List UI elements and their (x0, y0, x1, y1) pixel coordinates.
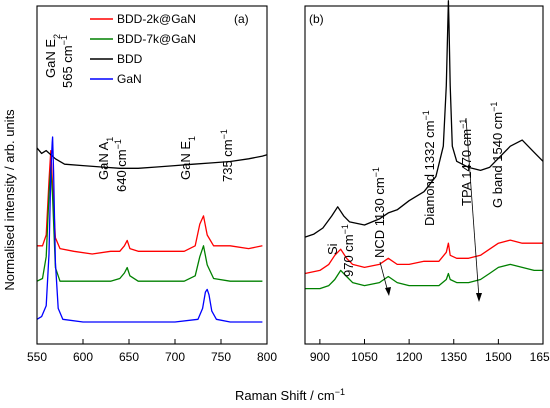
panel-b-plot-area (304, 0, 544, 290)
arrow-ncd-head (385, 287, 391, 296)
y-axis-label: Normalised intensity / arb. units (2, 109, 17, 291)
annotation-gan-a1: GaN A1 (96, 137, 115, 180)
panel-a-frame (36, 5, 268, 345)
x-tick-label-b-1500: 1500 (485, 350, 512, 364)
x-tick-label-a-750: 750 (211, 350, 231, 364)
x-tick-label-a-700: 700 (165, 350, 185, 364)
annotation-640: 640 cm−1 (113, 139, 129, 192)
panel-b: 90010501200135015001650 (b) Si 970 cm−1 … (304, 0, 550, 364)
x-tick-label-a-600: 600 (73, 350, 93, 364)
panel-b-label: (b) (309, 12, 324, 26)
annotation-970: 970 cm−1 (340, 224, 356, 277)
x-tick-label-a-650: 650 (119, 350, 139, 364)
series-line-a-bdd-7k-gan (36, 166, 263, 282)
x-axis-label: Raman Shift / cm−1 (235, 387, 345, 403)
series-line-b-bdd-7k-gan (305, 263, 543, 290)
x-tick-label-a-800: 800 (257, 350, 277, 364)
panel-b-x-ticks: 900 1050 1200 1350 1500 1650 (310, 339, 550, 364)
panel-b-frame (304, 5, 544, 345)
annotation-gan-e2: GaN E2 (43, 34, 62, 78)
annotation-565: 565 cm−1 (59, 35, 75, 88)
annotation-735: 735 cm−1 (219, 129, 235, 182)
legend-label-bdd: BDD (117, 52, 143, 66)
panel-a-x-ticks: 550 600 650 700 750 800 (27, 339, 277, 364)
annotation-diamond: Diamond 1332 cm−1 (421, 110, 437, 226)
x-tick-label-b-1050: 1050 (351, 350, 378, 364)
series-line-a-bdd (36, 147, 268, 169)
legend: BDD-2k@GaN (a) BDD-7k@GaN BDD GaN (90, 12, 249, 86)
arrow-ncd (379, 261, 389, 293)
legend-label-gan: GaN (117, 72, 142, 86)
arrow-tpa-head (476, 293, 482, 302)
panel-a-label: (a) (234, 12, 249, 26)
annotation-tpa: TPA 1470 cm−1 (458, 119, 474, 206)
annotation-si: Si (325, 243, 340, 255)
legend-label-bdd-7k: BDD-7k@GaN (117, 32, 196, 46)
series-line-a-gan (36, 136, 263, 323)
x-tick-label-b-1650: 1650 (530, 350, 550, 364)
x-tick-label-b-1200: 1200 (396, 350, 423, 364)
x-tick-label-b-1350: 1350 (440, 350, 467, 364)
x-tick-label-a-550: 550 (27, 350, 47, 364)
panel-a-plot-area (36, 136, 268, 323)
panel-a: 550 600 650 700 750 800 BDD-2k@GaN (a) BDD-7k… (27, 5, 277, 364)
series-line-b-bdd (304, 0, 544, 238)
x-tick-label-b-900: 900 (310, 350, 330, 364)
annotation-gan-e1: GaN E1 (178, 136, 197, 180)
annotation-ncd: NCD 1130 cm−1 (371, 167, 387, 258)
legend-label-bdd-2k: BDD-2k@GaN (117, 12, 196, 26)
annotation-g-band: G band 1540 cm−1 (489, 102, 505, 208)
arrow-tpa (465, 117, 480, 299)
series-line-b-bdd-2k-gan (304, 239, 543, 275)
